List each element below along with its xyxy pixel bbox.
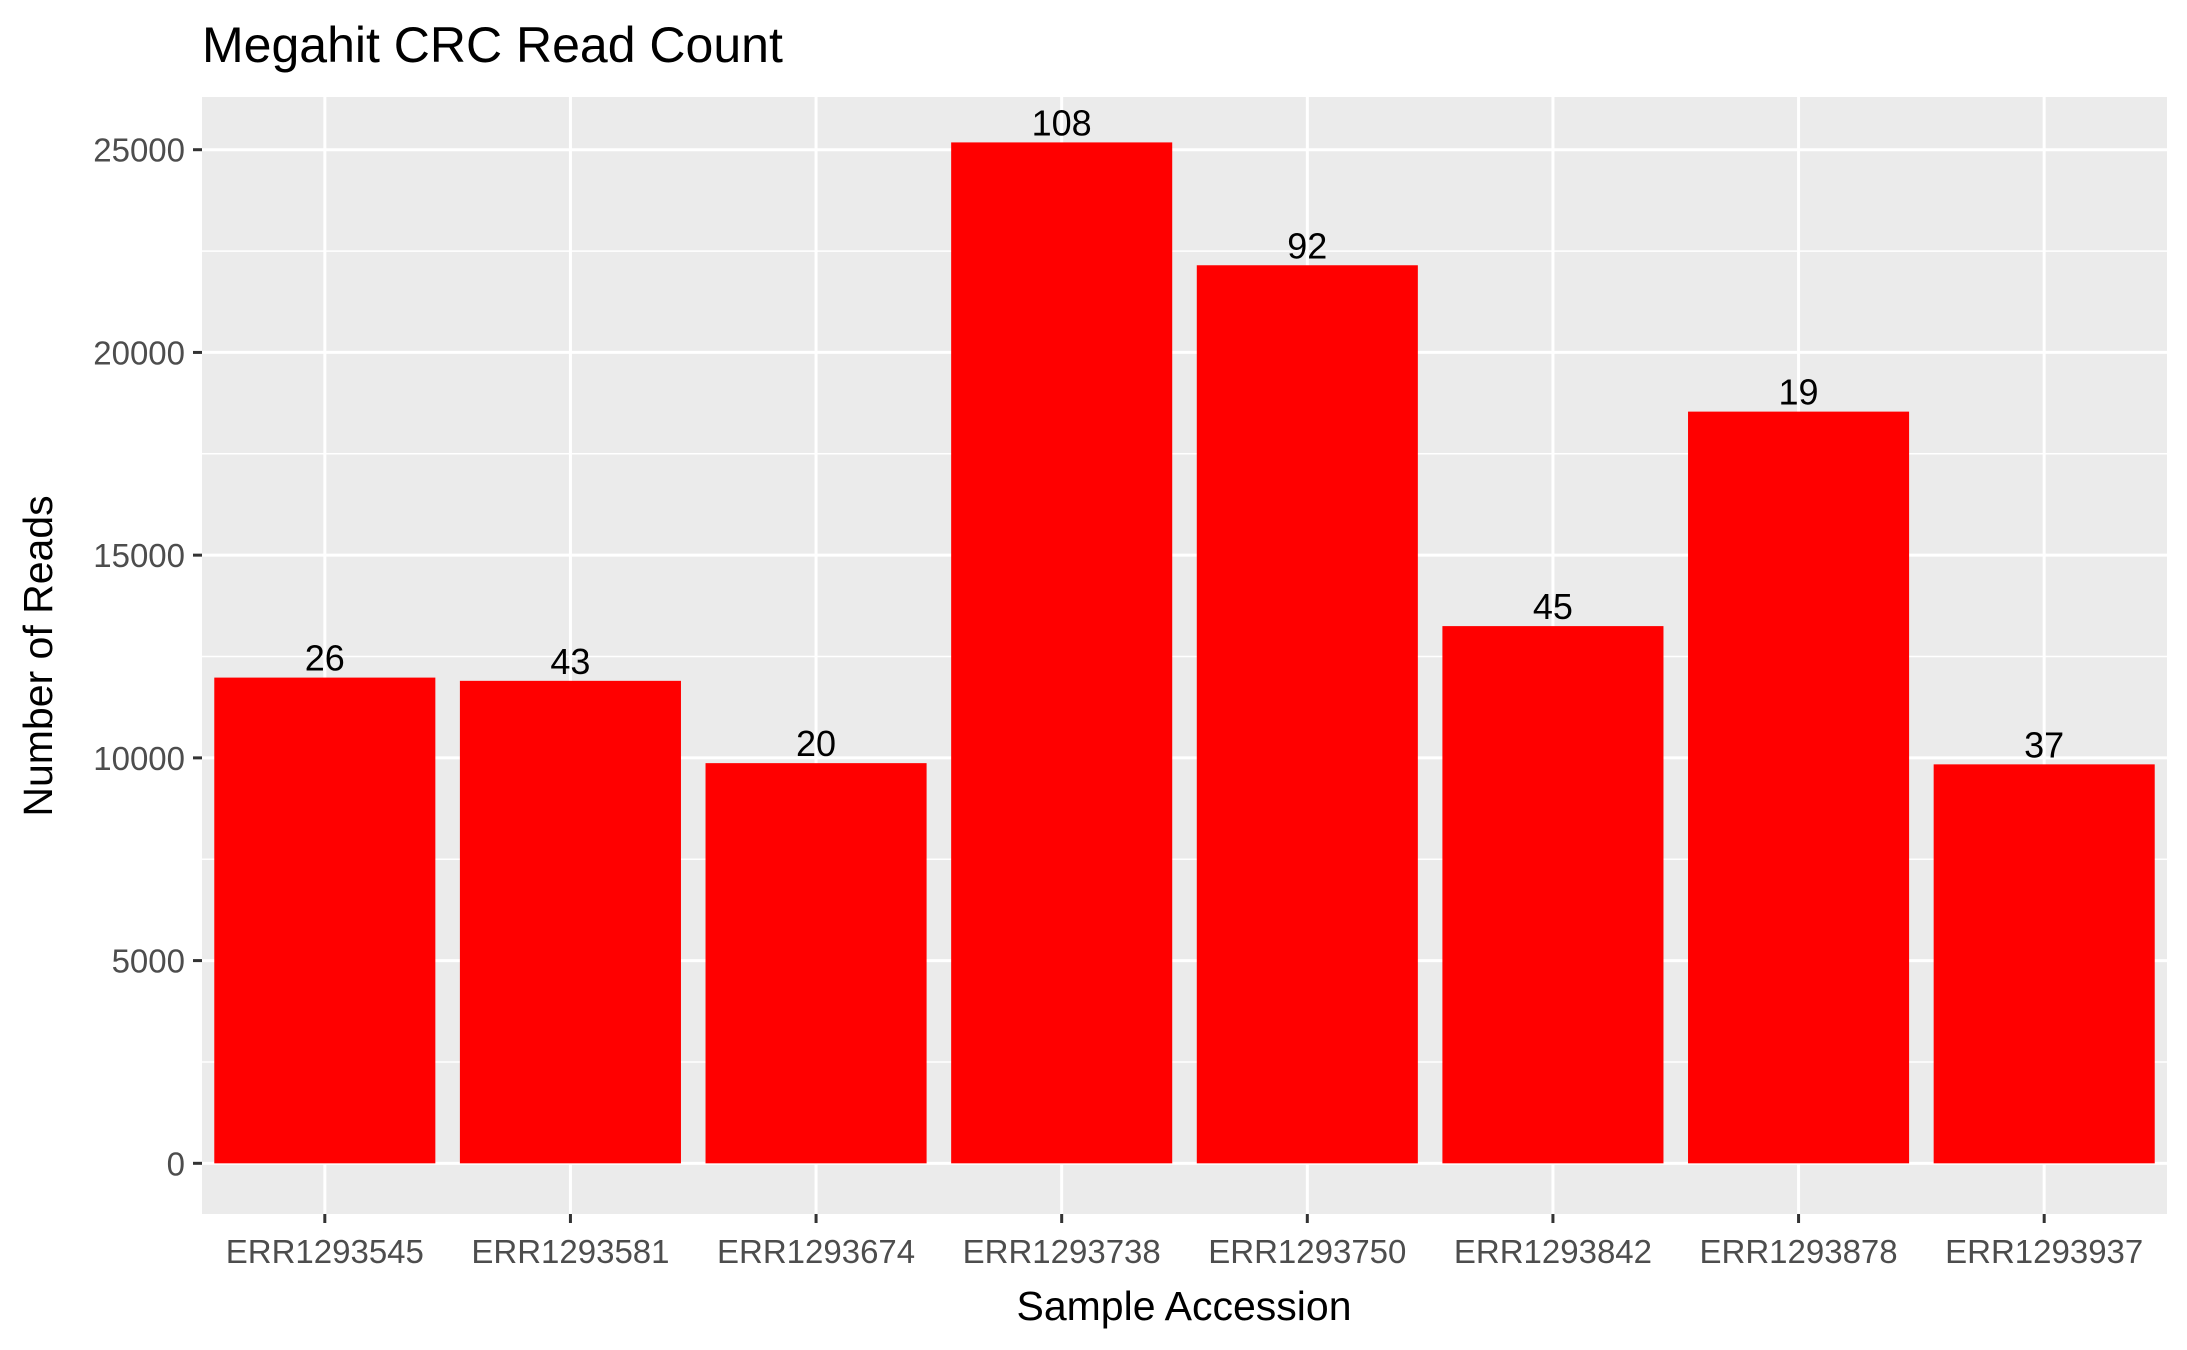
bar xyxy=(705,763,927,1164)
y-tick-label: 20000 xyxy=(93,334,185,371)
x-tick-label: ERR1293750 xyxy=(1208,1233,1406,1270)
bar-value-label: 108 xyxy=(1032,102,1092,143)
x-axis: ERR1293545 ERR1293581 ERR1293674 ERR1293738… xyxy=(226,1214,2143,1270)
x-axis-title: Sample Accession xyxy=(1016,1283,1351,1329)
chart-title: Megahit CRC Read Count xyxy=(202,17,783,73)
y-tick-label: 0 xyxy=(167,1145,185,1182)
bar xyxy=(1688,411,1910,1164)
bar-labels: 26 43 20 108 92 45 19 37 xyxy=(305,102,2064,765)
bar xyxy=(1196,265,1418,1164)
bar xyxy=(214,677,436,1164)
y-tick-label: 10000 xyxy=(93,740,185,777)
bar xyxy=(1933,764,2155,1164)
bar-value-label: 37 xyxy=(2024,724,2064,765)
x-tick-label: ERR1293937 xyxy=(1945,1233,2143,1270)
bar-value-label: 92 xyxy=(1287,225,1327,266)
y-axis-title: Number of Reads xyxy=(15,495,61,816)
bars xyxy=(214,142,2155,1164)
x-tick-label: ERR1293581 xyxy=(471,1233,669,1270)
y-tick-label: 25000 xyxy=(93,132,185,169)
bar-value-label: 20 xyxy=(796,723,836,764)
x-tick-label: ERR1293878 xyxy=(1699,1233,1897,1270)
bar-value-label: 45 xyxy=(1533,586,1573,627)
y-tick-label: 15000 xyxy=(93,537,185,574)
bar xyxy=(1442,626,1664,1164)
x-tick-label: ERR1293738 xyxy=(963,1233,1161,1270)
bar-value-label: 26 xyxy=(305,638,345,679)
bar-value-label: 19 xyxy=(1779,372,1819,413)
bar xyxy=(459,680,681,1164)
bar-value-label: 43 xyxy=(550,641,590,682)
y-axis: 0 5000 10000 15000 20000 25000 xyxy=(93,132,202,1182)
x-tick-label: ERR1293545 xyxy=(226,1233,424,1270)
x-tick-label: ERR1293842 xyxy=(1454,1233,1652,1270)
y-tick-label: 5000 xyxy=(112,943,185,980)
x-tick-label: ERR1293674 xyxy=(717,1233,915,1270)
bar xyxy=(951,142,1173,1164)
